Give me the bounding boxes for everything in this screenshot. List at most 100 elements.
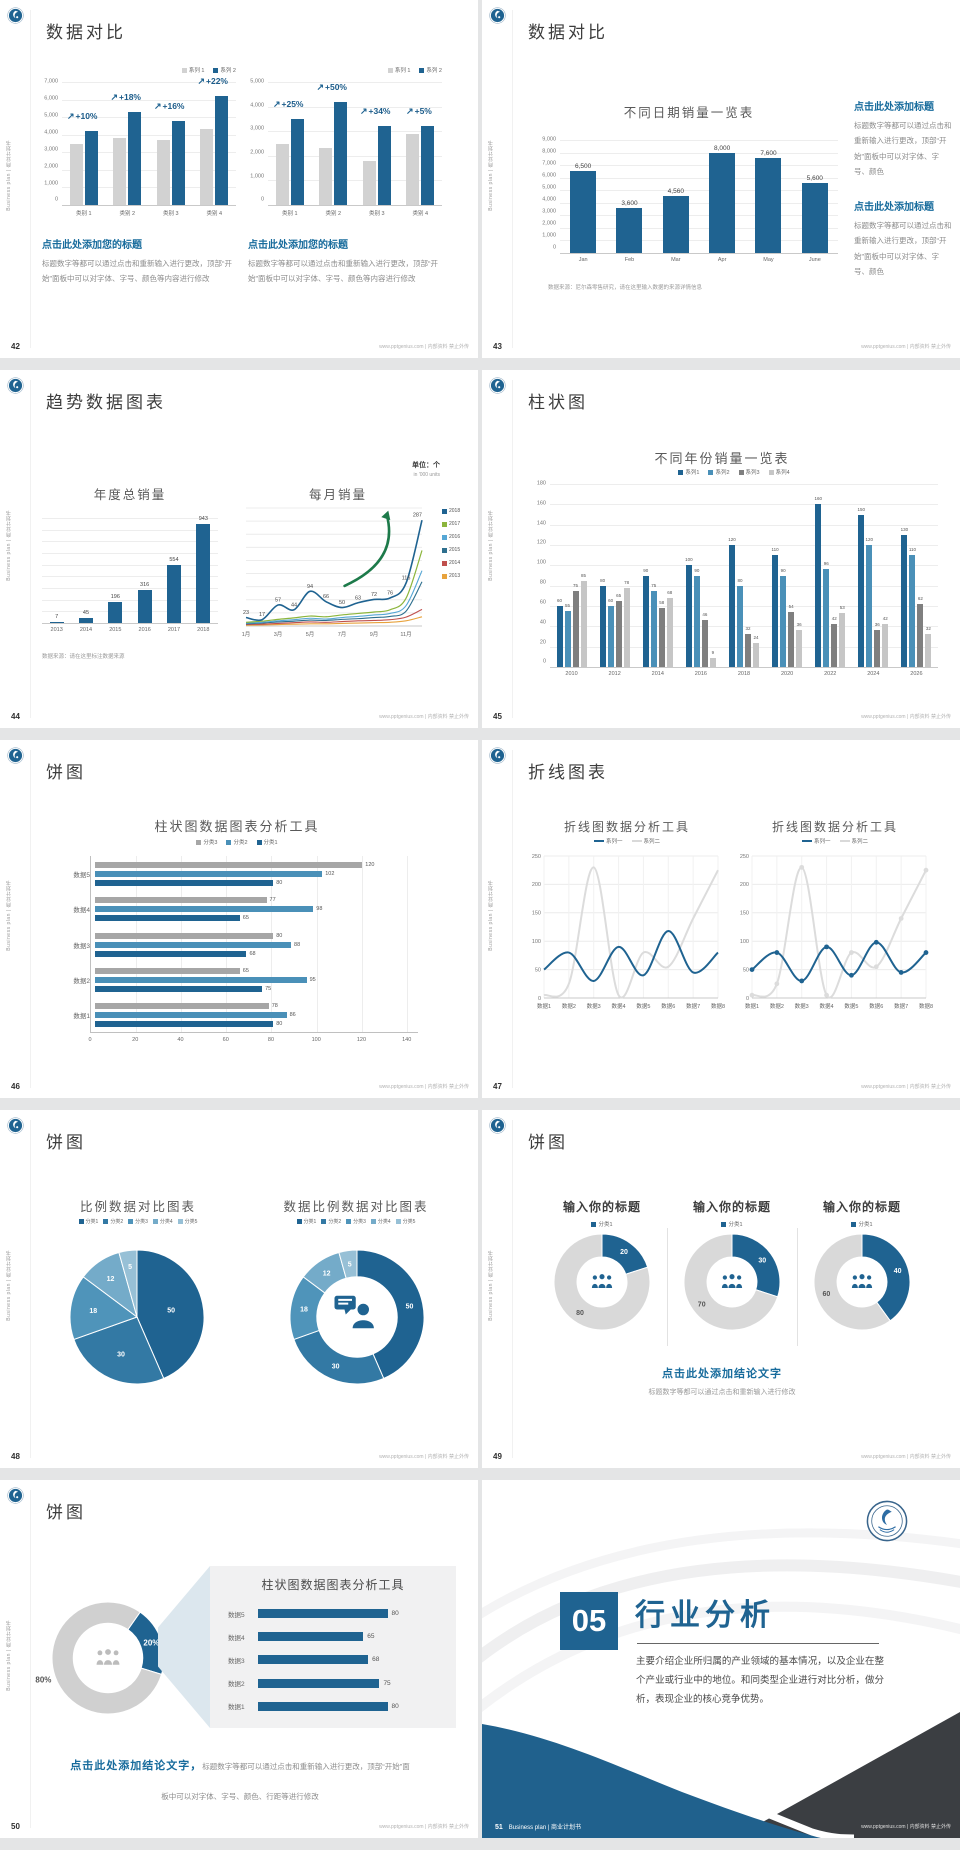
- hb-line: 98: [95, 906, 418, 913]
- slide-title: 数据对比: [46, 23, 126, 42]
- vb-bar: [171, 120, 185, 205]
- vb-bar: 100: [685, 557, 693, 667]
- site-watermark: www.pptgenius.com | 内部资料 禁止外传: [379, 714, 469, 720]
- slide-45[interactable]: Business plan | 商业计划书 45 www.pptgenius.com…: [482, 370, 960, 728]
- slide-50[interactable]: Business plan | 商业计划书 50 www.pptgenius.com…: [0, 1480, 478, 1838]
- hb-bar: [95, 932, 274, 939]
- hb-vgl: [316, 856, 318, 1032]
- li: 系列2: [708, 468, 730, 476]
- circle: [774, 950, 780, 955]
- vb-val: 3,600: [621, 199, 638, 207]
- text: 80%: [35, 1676, 51, 1685]
- hb-vgl: [361, 856, 363, 1032]
- vb-bar: 60: [556, 598, 563, 667]
- sw: [213, 67, 219, 73]
- path: [136, 1249, 205, 1380]
- path: [482, 1559, 960, 1663]
- path: [878, 1526, 896, 1531]
- circle: [852, 1275, 858, 1280]
- circle: [824, 992, 829, 998]
- hb-line: 80: [95, 1021, 418, 1028]
- panel-barzone: 68: [258, 1655, 442, 1665]
- circle: [16, 16, 19, 19]
- hb-bar: [95, 897, 267, 904]
- panel-barzone: 80: [258, 1701, 442, 1711]
- gl: [62, 82, 236, 83]
- span: 8,000: [542, 148, 556, 155]
- panel-cat: 数据2: [228, 1681, 245, 1689]
- title-underline: [637, 1643, 879, 1644]
- unit-sublabel: in '000 units: [413, 472, 440, 478]
- left-divider: [30, 1120, 31, 1458]
- vb-val: 55: [565, 603, 571, 609]
- span: 类别 2: [119, 211, 136, 217]
- slide-title: 饼图: [46, 1503, 86, 1522]
- slide-44[interactable]: Business plan | 商业计划书 44 www.pptgenius.com…: [0, 370, 478, 728]
- vb-bar: 53: [839, 605, 846, 667]
- hb-line: 86: [95, 1012, 418, 1019]
- slide-48[interactable]: Business plan | 商业计划书 48 www.pptgenius.com…: [0, 1110, 478, 1468]
- site-watermark: www.pptgenius.com | 内部资料 禁止外传: [379, 344, 469, 350]
- circle: [866, 1275, 872, 1280]
- path: [543, 866, 719, 999]
- school-badge-logo: [866, 1500, 908, 1542]
- text: 数据1: [537, 1002, 551, 1010]
- sw-line: [801, 840, 812, 842]
- span: 6,000: [542, 172, 556, 179]
- vb-val: 96: [823, 561, 829, 567]
- vb-val: 36: [874, 622, 880, 628]
- grouped-bar-chart: 系列1 系列2 系列3 系列4 60 55 75 85 80 60 65 78 90 75 58 68 100 9…: [530, 466, 938, 680]
- chart-title: 数据比例数据对比图表: [283, 1200, 429, 1214]
- span: 2,000: [250, 149, 264, 156]
- slide-51[interactable]: 05 行业分析 主要介绍企业所归属的产业领域的基本情况，以及企业在整个产业或行业…: [482, 1480, 960, 1838]
- page-number: 49: [493, 1452, 502, 1461]
- li: 分类1: [256, 838, 278, 846]
- slide-42[interactable]: Business plan | 商业计划书 42 www.pptgenius.com…: [0, 0, 478, 358]
- span: 类别 2: [325, 211, 342, 217]
- analysis-panel: 柱状图数据图表分析工具 数据5 80 数据4 65 数据3 68 数据2 75 数据1 80: [210, 1566, 456, 1728]
- vb-bar: 60: [607, 598, 614, 667]
- span: 140: [536, 519, 546, 526]
- arr: ↗: [406, 106, 414, 117]
- sw: [442, 534, 447, 540]
- slide-43[interactable]: Business plan | 商业计划书 43 www.pptgenius.com…: [482, 0, 960, 358]
- vb-pct: ↗+22%: [197, 76, 228, 87]
- li: 系列4: [768, 468, 790, 476]
- arr: ↗: [359, 106, 368, 117]
- gl: [62, 152, 236, 154]
- leg-abs: 系列 1 系列 2: [181, 66, 236, 74]
- slide-46[interactable]: Business plan | 商业计划书 46 www.pptgenius.com…: [0, 740, 478, 1098]
- vb-bar: 42: [831, 616, 838, 667]
- text: 116: [402, 576, 411, 582]
- vb-bar: [334, 101, 348, 205]
- slide-49[interactable]: Business plan | 商业计划书 49 www.pptgenius.com…: [482, 1110, 960, 1468]
- hb-row: 数据1 78 86 80: [60, 998, 418, 1033]
- gl: [42, 564, 218, 566]
- sidebar-vertical-text: Business plan | 商业计划书: [6, 1620, 12, 1691]
- circle: [16, 756, 19, 759]
- vb-bar: 196: [108, 594, 123, 623]
- li: 分类1: [851, 1220, 873, 1228]
- rect: [338, 1302, 349, 1305]
- vb-bar: 5,600: [801, 175, 828, 253]
- left-divider: [512, 750, 513, 1088]
- gl: [550, 545, 938, 546]
- hb-line: 80: [95, 932, 418, 939]
- slide-47[interactable]: Business plan | 商业计划书 47 www.pptgenius.com…: [482, 740, 960, 1098]
- sw: [708, 469, 714, 475]
- vb-bar: 58: [658, 600, 665, 667]
- vb-plot: 7 45 196 316 554 943: [42, 516, 218, 624]
- text: 57: [275, 597, 281, 603]
- chart-title: 不同日期销量一览表: [623, 106, 755, 120]
- path: [51, 1601, 163, 1715]
- span: 180: [536, 480, 546, 487]
- vb-g: 943: [189, 516, 218, 623]
- vb-val: 120: [865, 537, 874, 542]
- circle: [592, 1275, 598, 1280]
- sw: [78, 1219, 84, 1224]
- path: [861, 1233, 911, 1322]
- gl: [550, 504, 938, 506]
- li: 分类3: [128, 1218, 148, 1225]
- vb-bar: 68: [666, 590, 673, 667]
